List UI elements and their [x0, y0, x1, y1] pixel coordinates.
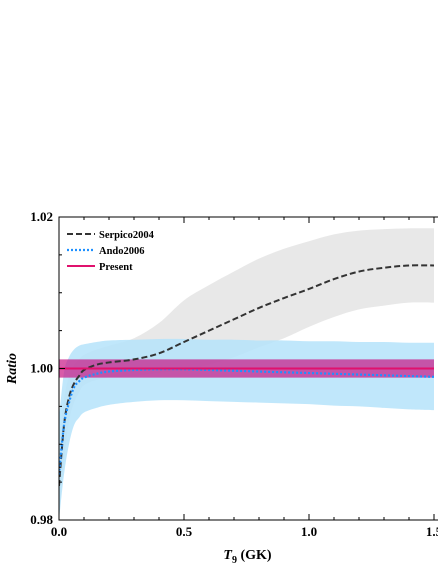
x-axis-subscript: 9	[232, 555, 237, 566]
y-tick-label: 1.02	[30, 209, 53, 224]
y-axis-label: Ratio	[5, 353, 20, 385]
x-tick-label: 1.5	[426, 524, 438, 539]
x-axis-variable: T	[223, 548, 233, 563]
x-axis-label: T9 (GK)	[223, 548, 272, 566]
legend-label-ando2006: Ando2006	[99, 246, 145, 257]
y-tick-label: 1.00	[30, 361, 53, 376]
ando2006-band	[59, 338, 434, 520]
serpico2004-band	[59, 228, 434, 520]
y-tick-label: 0.98	[30, 512, 53, 527]
x-tick-label: 0.5	[176, 524, 193, 539]
series-lines	[59, 264, 435, 486]
x-tick-label: 1.0	[301, 524, 317, 539]
x-tick-label: 0.0	[51, 524, 67, 539]
axes: 0.0 0.5 1.0 1.5 0.98 1.00 1.02	[30, 209, 438, 539]
legend-label-serpico2004: Serpico2004	[99, 230, 155, 241]
serpico2004-line	[59, 264, 435, 486]
x-axis-unit: (GK)	[237, 548, 272, 563]
legend-label-present: Present	[99, 262, 133, 273]
legend: Serpico2004 Ando2006 Present	[67, 230, 155, 273]
